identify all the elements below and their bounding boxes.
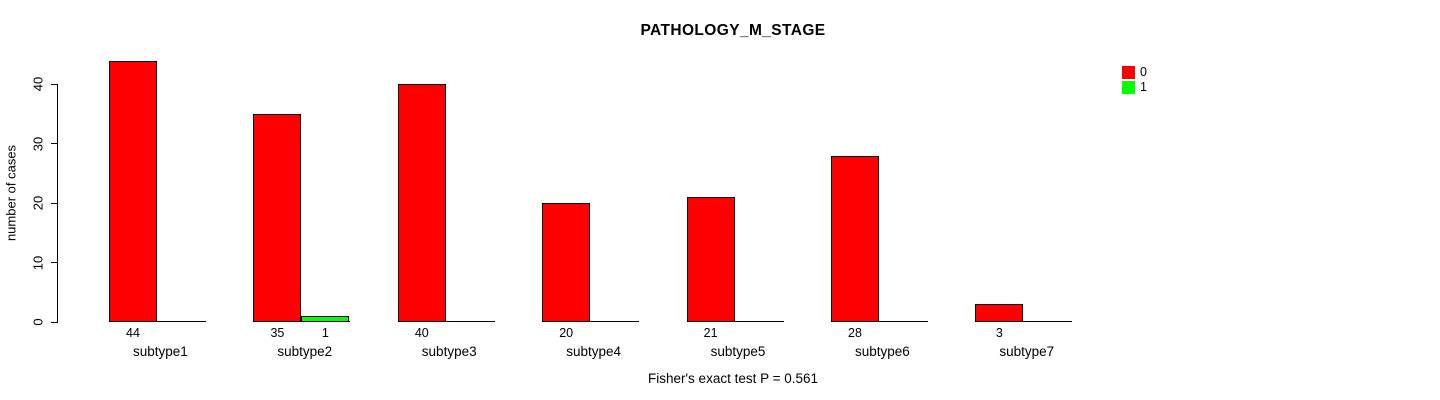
category-label-subtype6: subtype6 [855, 343, 910, 359]
y-axis-tick [50, 321, 58, 323]
bar-subtype2-series-1 [301, 316, 350, 322]
footnote-text: Fisher's exact test P = 0.561 [647, 371, 819, 386]
value-label: 40 [414, 325, 429, 340]
baseline-segment [686, 321, 784, 322]
bar-subtype5-series-0 [686, 197, 735, 322]
bar-subtype6-series-0 [831, 155, 879, 322]
y-axis-tick-label: 40 [30, 77, 46, 92]
category-label-subtype7: subtype7 [999, 343, 1055, 359]
legend-swatch-icon [1122, 81, 1135, 94]
y-axis-tick-label: 20 [30, 195, 46, 211]
baseline-segment [397, 321, 495, 322]
y-axis-tick-label: 30 [30, 136, 46, 152]
legend-entry-1: 1 [1122, 81, 1147, 94]
value-label: 20 [559, 325, 574, 340]
value-label: 44 [126, 325, 140, 340]
category-label-subtype1: subtype1 [133, 343, 188, 359]
bar-subtype7-series-0 [975, 304, 1024, 322]
category-label-subtype3: subtype3 [421, 343, 477, 359]
bar-subtype1-series-0 [109, 60, 157, 322]
baseline-segment [975, 321, 1073, 322]
baseline-segment [109, 321, 206, 322]
bar-subtype4-series-0 [542, 203, 591, 322]
category-label-subtype5: subtype5 [710, 343, 766, 359]
y-axis-tick [50, 202, 58, 204]
baseline-segment [831, 321, 928, 322]
chart-title: PATHOLOGY_M_STAGE [640, 22, 826, 39]
legend-label: 0 [1140, 65, 1147, 79]
value-label: 28 [848, 325, 862, 340]
value-label: 21 [703, 325, 718, 340]
bar-subtype3-series-0 [397, 84, 446, 322]
value-label: 1 [321, 325, 329, 340]
y-axis-tick [50, 262, 58, 264]
legend-label: 1 [1140, 80, 1147, 94]
legend-entry-0: 0 [1122, 66, 1147, 79]
y-axis-tick-label: 0 [30, 318, 46, 326]
category-label-subtype4: subtype4 [566, 343, 621, 359]
baseline-segment [542, 321, 640, 322]
y-axis-tick [50, 83, 58, 85]
category-label-subtype2: subtype2 [277, 343, 333, 359]
bar-subtype2-series-0 [253, 114, 302, 322]
value-label: 35 [270, 325, 285, 340]
y-axis-label: number of cases [3, 144, 19, 242]
value-label: 3 [995, 325, 1003, 340]
y-axis-tick-label: 10 [30, 255, 46, 270]
legend-swatch-icon [1122, 66, 1135, 79]
y-axis-tick [50, 143, 58, 145]
y-axis-line [57, 84, 58, 323]
